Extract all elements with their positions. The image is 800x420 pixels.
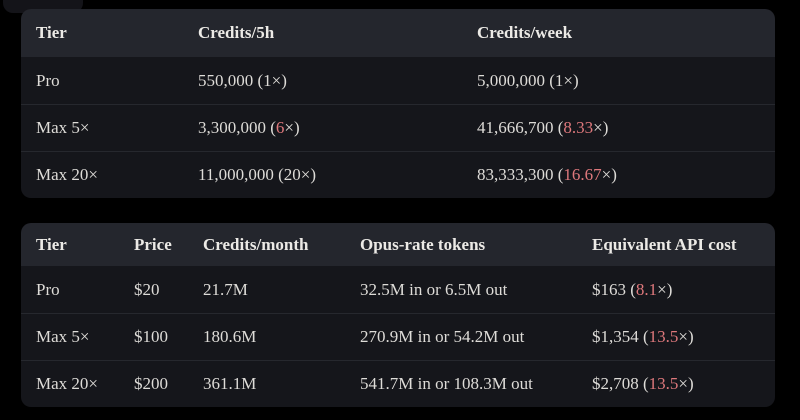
column-header-credits-week: Credits/week: [462, 9, 775, 57]
cell-price: $200: [119, 360, 188, 407]
column-header-price: Price: [119, 223, 188, 266]
header-text: Tier: [36, 23, 67, 42]
cell-credits-week: 5,000,000 (1×): [462, 57, 775, 104]
column-header-opus-tokens: Opus-rate tokens: [345, 223, 577, 266]
cell-text: 270.9M in or 54.2M out: [360, 327, 525, 346]
cell-text: 11,000,000 (20×): [198, 165, 317, 184]
cell-tier: Max 20×: [21, 151, 183, 198]
table-row: Pro $20 21.7M 32.5M in or 6.5M out $163 …: [21, 266, 775, 313]
cell-text: Pro: [36, 279, 60, 299]
header-text: Credits/month: [203, 234, 309, 254]
table-row: Max 5× 3,300,000 (6×) 41,666,700 (8.33×): [21, 104, 775, 151]
cell-api-cost: $163 (8.1×): [577, 266, 775, 313]
column-header-credits-5h: Credits/5h: [183, 9, 462, 57]
cell-text: $20: [134, 279, 160, 299]
cell-credits-5h: 550,000 (1×): [183, 57, 462, 104]
table-row: Pro 550,000 (1×) 5,000,000 (1×): [21, 57, 775, 104]
cell-text: ×): [657, 279, 673, 299]
cell-tier: Max 5×: [21, 104, 183, 151]
cell-credits-month: 180.6M: [188, 313, 345, 360]
column-header-tier: Tier: [21, 223, 119, 266]
cell-text: 21.7M: [203, 279, 248, 299]
cell-price: $100: [119, 313, 188, 360]
cell-opus-tokens: 541.7M in or 108.3M out: [345, 360, 577, 407]
cell-text: ×): [601, 165, 617, 184]
cell-tier: Max 20×: [21, 360, 119, 407]
cell-accent-text: 13.5: [648, 374, 679, 393]
cell-text: $163 (: [592, 279, 636, 299]
cell-text: Max 20×: [36, 165, 98, 184]
cell-text: $200: [134, 374, 168, 393]
column-header-credits-month: Credits/month: [188, 223, 345, 266]
cell-text: 3,300,000 (: [198, 118, 276, 137]
header-text: Tier: [36, 234, 67, 254]
cell-opus-tokens: 270.9M in or 54.2M out: [345, 313, 577, 360]
cell-tier: Pro: [21, 266, 119, 313]
table-row: Max 20× 11,000,000 (20×) 83,333,300 (16.…: [21, 151, 775, 198]
cell-tier: Max 5×: [21, 313, 119, 360]
cell-api-cost: $2,708 (13.5×): [577, 360, 775, 407]
header-row: Tier Credits/5h Credits/week: [21, 9, 775, 57]
cell-credits-month: 21.7M: [188, 266, 345, 313]
cell-tier: Pro: [21, 57, 183, 104]
cell-text: ×): [284, 118, 300, 137]
cell-text: 541.7M in or 108.3M out: [360, 374, 533, 393]
cell-credits-5h: 3,300,000 (6×): [183, 104, 462, 151]
cell-price: $20: [119, 266, 188, 313]
cell-accent-text: 6: [275, 118, 285, 137]
header-text: Price: [134, 234, 172, 254]
header-row: Tier Price Credits/month Opus-rate token…: [21, 223, 775, 266]
cell-text: 5,000,000 (1×): [477, 70, 579, 90]
cell-text: $100: [134, 327, 168, 346]
cell-credits-month: 361.1M: [188, 360, 345, 407]
table-row: Max 20× $200 361.1M 541.7M in or 108.3M …: [21, 360, 775, 407]
cell-text: $2,708 (: [592, 374, 649, 393]
cell-text: 361.1M: [203, 374, 257, 393]
table-row: Max 5× $100 180.6M 270.9M in or 54.2M ou…: [21, 313, 775, 360]
header-text: Credits/week: [477, 23, 573, 42]
cell-text: Pro: [36, 70, 60, 90]
pricing-value-table: Tier Price Credits/month Opus-rate token…: [21, 223, 775, 407]
cell-credits-week: 83,333,300 (16.67×): [462, 151, 775, 198]
cell-text: 32.5M in or 6.5M out: [360, 279, 508, 299]
cell-accent-text: 8.33: [563, 118, 594, 137]
cell-text: 83,333,300 (: [477, 165, 564, 184]
cell-text: 180.6M: [203, 327, 257, 346]
header-text: Credits/5h: [198, 23, 275, 42]
cell-accent-text: 8.1: [635, 279, 658, 299]
cell-opus-tokens: 32.5M in or 6.5M out: [345, 266, 577, 313]
cell-text: Max 20×: [36, 374, 98, 393]
cell-accent-text: 13.5: [648, 327, 679, 346]
cell-text: Max 5×: [36, 327, 90, 346]
cell-text: ×): [678, 327, 694, 346]
cell-text: ×): [593, 118, 609, 137]
column-header-tier: Tier: [21, 9, 183, 57]
cell-text: 41,666,700 (: [477, 118, 564, 137]
cell-text: ×): [678, 374, 694, 393]
header-text: Equivalent API cost: [592, 234, 737, 254]
cell-accent-text: 16.67: [563, 165, 602, 184]
header-text: Opus-rate tokens: [360, 234, 486, 254]
column-header-api-cost: Equivalent API cost: [577, 223, 775, 266]
credit-limits-table: Tier Credits/5h Credits/week Pro 550,000…: [21, 9, 775, 198]
cell-api-cost: $1,354 (13.5×): [577, 313, 775, 360]
cell-text: 550,000 (1×): [198, 70, 287, 90]
cell-text: $1,354 (: [592, 327, 649, 346]
cell-text: Max 5×: [36, 118, 90, 137]
cell-credits-week: 41,666,700 (8.33×): [462, 104, 775, 151]
cell-credits-5h: 11,000,000 (20×): [183, 151, 462, 198]
